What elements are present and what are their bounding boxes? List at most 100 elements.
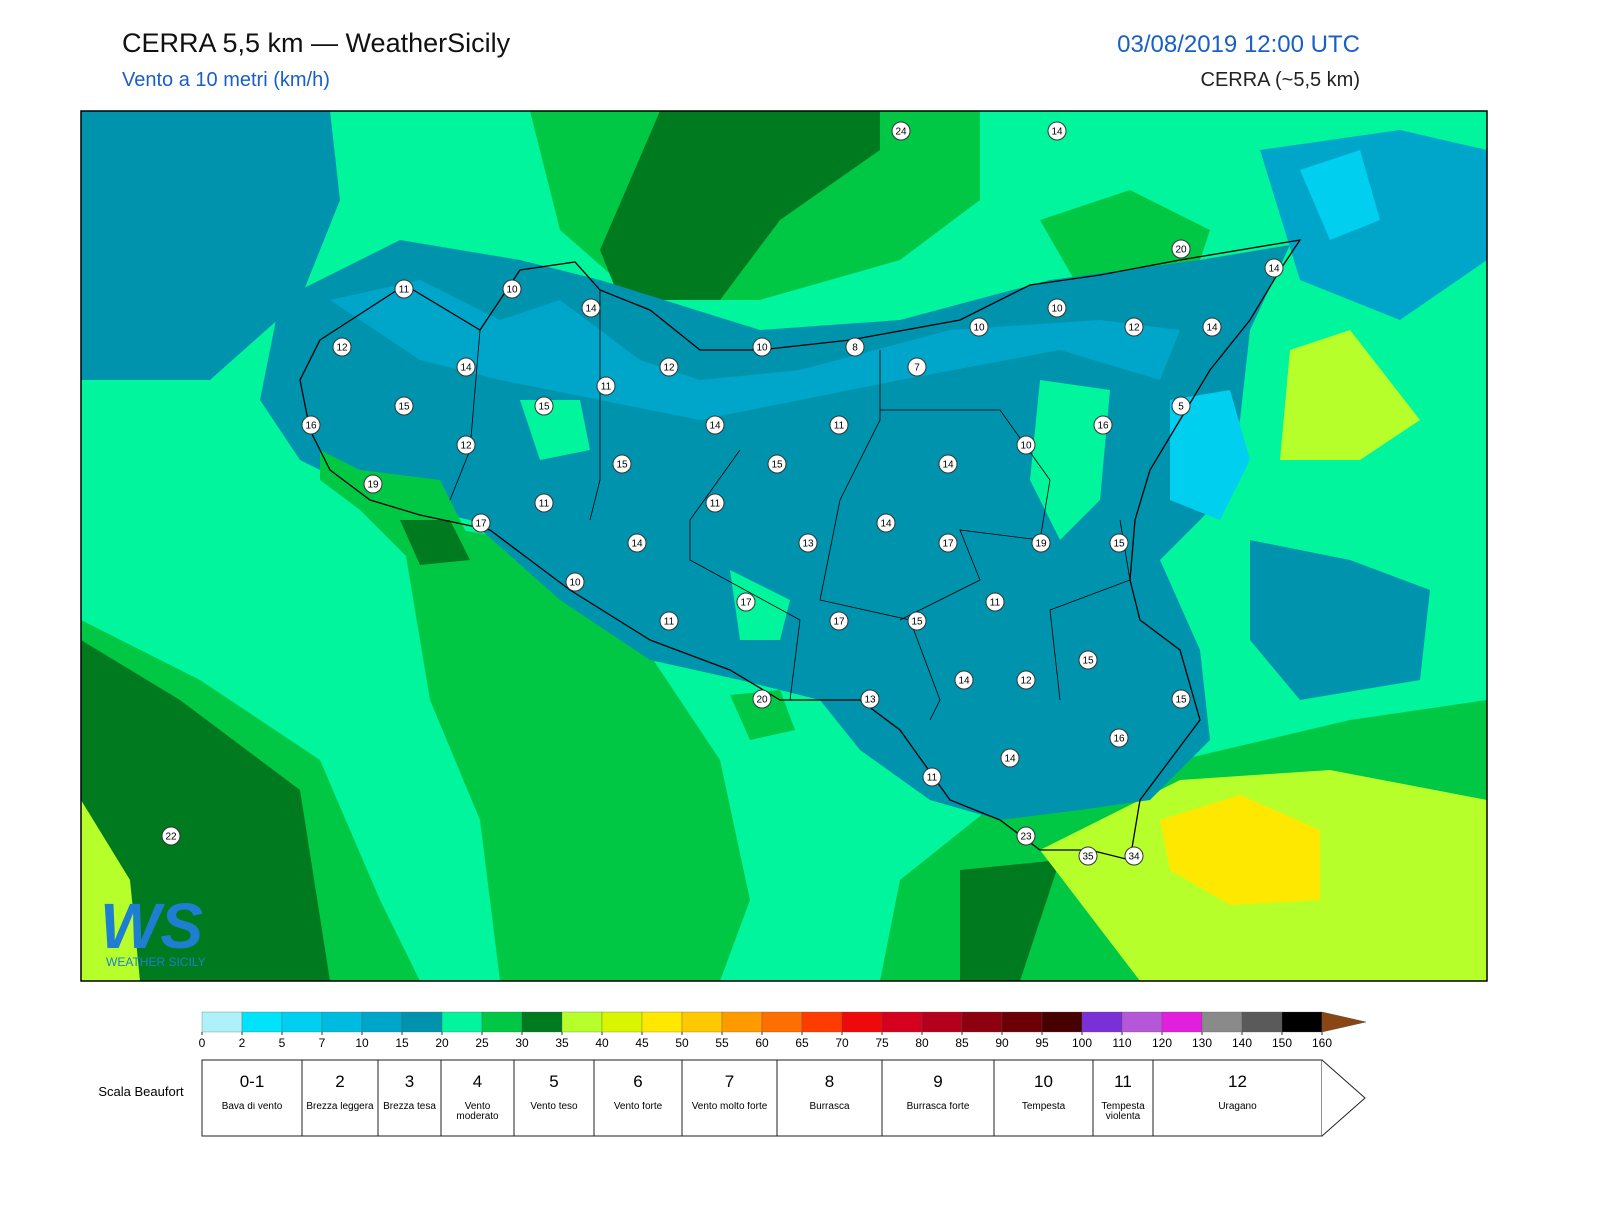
station-marker [736,592,756,612]
station-marker [161,826,181,846]
beaufort-number: 4 [473,1072,482,1091]
station-value: 14 [1206,323,1218,334]
station-value: 13 [802,539,814,550]
beaufort-description-box: Tempesta [1022,1102,1065,1112]
station-marker [891,121,911,141]
station-marker [1171,239,1191,259]
beaufort-description-box: Brezza tesa [383,1102,436,1112]
colorbar-segment [1081,1011,1123,1033]
station-value: 16 [1097,421,1109,432]
colorbar-segment [241,1011,283,1033]
station-marker [1078,650,1098,670]
beaufort-box [301,1059,379,1137]
colorbar-tick-label: 35 [555,1036,569,1050]
colorbar-segment [721,1011,763,1033]
station-value: 15 [398,402,410,413]
station-value: 14 [880,519,892,530]
colorbar-segment [321,1011,363,1033]
station-value: 24 [895,127,907,138]
station-marker [938,533,958,553]
logo-mark: WS [100,890,203,962]
beaufort-number: 10 [1034,1072,1053,1091]
colorbar-segment [1281,1011,1323,1033]
colorbar-segment [1201,1011,1243,1033]
station-marker [456,435,476,455]
beaufort-box [593,1059,683,1137]
station-value: 14 [460,363,472,374]
station-value: 10 [506,285,518,296]
station-value: 11 [539,499,550,510]
station-marker [1264,258,1284,278]
colorbar-tick-label: 110 [1112,1036,1131,1050]
colorbar-segment [1121,1011,1163,1033]
beaufort-number: 0-1 [240,1072,265,1091]
contour [730,570,790,640]
beaufort-box [881,1059,995,1137]
station-marker [860,689,880,709]
station-marker [1000,748,1020,768]
beaufort-description: Brezza leggera [306,1102,374,1112]
station-marker [581,298,601,318]
beaufort-scale: 0-1 Bava di vento 2 Brezza leggera 3 Brezza t… [201,1059,1366,1137]
beaufort-number: 2 [335,1072,344,1091]
colorbar-tick-label: 65 [795,1036,809,1050]
station-value: 15 [1082,656,1094,667]
colorbar-tick-label: 160 [1312,1036,1332,1050]
station-marker [534,396,554,416]
station-value: 10 [569,578,581,589]
beaufort-description-box: Tempesta violenta [1101,1102,1144,1122]
contour [1030,380,1110,540]
station-value: 11 [601,382,612,393]
station-value: 11 [834,421,845,432]
station-value: 17 [740,598,752,609]
datetime: 03/08/2019 12:00 UTC [1117,31,1360,58]
logo-text: WEATHER SICILY [106,955,206,969]
station-value: 10 [1020,441,1032,452]
colorbar-tick-label: 60 [755,1036,769,1050]
colorbar-segment [601,1011,643,1033]
beaufort-box [776,1059,883,1137]
beaufort-arrow [1321,1059,1366,1137]
beaufort-description-box: Burrasca [809,1102,849,1112]
beaufort-box [1152,1059,1323,1137]
station-value: 17 [942,539,954,550]
station-marker [985,592,1005,612]
beaufort-description: Vento molto forte [691,1102,768,1112]
colorbar-arrow [1321,1011,1367,1033]
station-value: 15 [1175,695,1187,706]
station-value: 11 [710,499,721,510]
beaufort-box [993,1059,1094,1137]
station-value: 5 [1178,402,1184,413]
station-value: 20 [756,695,768,706]
contour [1170,390,1250,520]
beaufort-description-box: Vento forte [613,1102,663,1112]
station-marker [1171,689,1191,709]
station-marker [502,279,522,299]
station-marker [798,533,818,553]
beaufort-description-box: Brezza leggera [306,1102,374,1112]
beaufort-number: 8 [825,1072,834,1091]
coastline [299,239,1302,861]
model: CERRA (~5,5 km) [1201,69,1360,91]
wind-field [81,111,1487,981]
contour [600,111,880,300]
station-marker [752,337,772,357]
station-value: 14 [631,539,643,550]
colorbar-tick-label: 50 [675,1036,689,1050]
beaufort-description: Vento teso [530,1102,578,1112]
station-value: 15 [911,617,923,628]
colorbar-tick-label: 25 [475,1036,489,1050]
beaufort-description-box: Burrasca forte [907,1102,970,1112]
colorbar-segment [481,1011,523,1033]
colorbar-tick-label: 55 [715,1036,729,1050]
colorbar-segment [1041,1011,1083,1033]
station-marker [1016,435,1036,455]
colorbar-tick-label: 40 [595,1036,609,1050]
beaufort-description-box: Vento teso [530,1102,578,1112]
station-marker [534,493,554,513]
station-marker [1171,396,1191,416]
beaufort-description: Vento forte [613,1102,663,1112]
station-value: 15 [1113,539,1125,550]
station-marker [394,396,414,416]
beaufort-description-box: Vento moderato [456,1102,498,1122]
